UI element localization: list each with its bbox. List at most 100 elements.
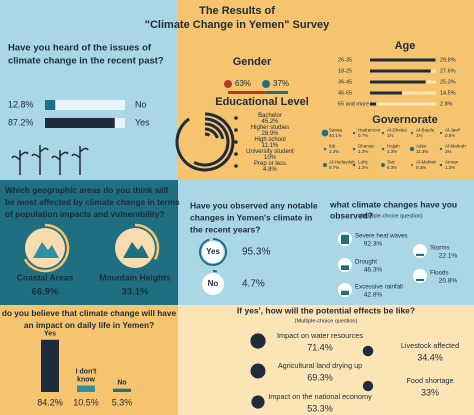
value-label: 20.8% bbox=[439, 278, 458, 285]
bar bbox=[370, 91, 402, 95]
bar bbox=[416, 278, 424, 281]
item-label: Sanaa bbox=[329, 128, 343, 133]
bar bbox=[77, 385, 95, 392]
value-label: 9.7% bbox=[329, 165, 339, 170]
effect-dot bbox=[362, 345, 374, 357]
bar-track bbox=[370, 91, 436, 95]
marker bbox=[439, 163, 443, 167]
value-label: 0.7% bbox=[358, 133, 368, 138]
value-label: 11.1% bbox=[262, 143, 279, 149]
bullet bbox=[234, 164, 238, 168]
question: changes in Yemen's climate in bbox=[190, 212, 312, 222]
value-label: 28.9% bbox=[261, 131, 279, 137]
item-label: Taiz bbox=[387, 160, 396, 165]
item-label: Severe heat waves bbox=[355, 233, 408, 240]
marker bbox=[381, 131, 385, 135]
gender-bar bbox=[265, 91, 288, 94]
gender-icon bbox=[262, 80, 270, 88]
answer-circle bbox=[202, 241, 224, 263]
bullet bbox=[234, 128, 238, 132]
panel-bg bbox=[178, 305, 474, 415]
question: of population impacts and vulnerability? bbox=[5, 209, 165, 219]
section-title: Gender bbox=[233, 56, 272, 68]
item-label: University student bbox=[246, 149, 294, 155]
bar-label: No bbox=[117, 380, 126, 387]
question: If yes', how will the potential effects … bbox=[237, 305, 415, 315]
item-label: Hajjah bbox=[387, 144, 400, 149]
value-label: 14.5% bbox=[440, 90, 456, 96]
mountain bbox=[123, 242, 149, 258]
answer-arc bbox=[212, 270, 218, 273]
item-label: Livestock affected bbox=[401, 341, 459, 350]
value-label: 1.3% bbox=[445, 165, 455, 170]
item-label: Prep or less bbox=[254, 161, 286, 167]
value-label: 53.3% bbox=[307, 403, 333, 413]
effect-dot bbox=[362, 380, 374, 392]
note: (Multiple-choice question) bbox=[295, 318, 358, 324]
value-label: 8.3% bbox=[387, 165, 397, 170]
value-label: 40.1% bbox=[329, 133, 342, 138]
item-label: Al-Jawf bbox=[445, 128, 461, 133]
marker bbox=[409, 146, 415, 152]
item-label: Agricultural land drying up bbox=[278, 361, 362, 370]
value-label: 1% bbox=[416, 133, 423, 138]
value-label: 1.3% bbox=[387, 149, 397, 154]
bar-label: know bbox=[77, 376, 95, 383]
bar-track bbox=[370, 102, 436, 106]
item-label: Amran bbox=[445, 160, 459, 165]
panel-bg bbox=[0, 305, 178, 415]
education-arc bbox=[204, 127, 219, 139]
education-arc bbox=[193, 117, 230, 167]
question: an impact on daily life in Yemen? bbox=[24, 320, 154, 330]
value-label: 1.3% bbox=[329, 149, 339, 154]
value-label: 0.6% bbox=[445, 133, 455, 138]
marker bbox=[323, 147, 327, 151]
bar bbox=[41, 339, 59, 392]
section-title: Age bbox=[395, 40, 416, 52]
item-label: Coastal Areas bbox=[17, 272, 74, 282]
question: Which geographic areas do you think will bbox=[5, 185, 168, 195]
marker bbox=[321, 129, 329, 137]
effect-dot bbox=[250, 333, 266, 349]
value-label: 34.4% bbox=[417, 352, 443, 362]
item-label: Dhamar bbox=[358, 144, 375, 149]
item-label: Bachelor bbox=[258, 113, 282, 119]
bar bbox=[45, 118, 115, 128]
marker bbox=[410, 131, 414, 135]
item-label: Yes bbox=[206, 247, 220, 256]
bar bbox=[113, 388, 131, 392]
item-label: Mountain Heights bbox=[99, 272, 171, 282]
value-label: 4.8% bbox=[263, 167, 277, 173]
bar bbox=[370, 102, 377, 106]
value-label: 95.3% bbox=[242, 247, 270, 258]
plant-decoration bbox=[11, 145, 89, 175]
marker bbox=[322, 162, 328, 168]
item-label: 18-25 bbox=[338, 68, 352, 74]
bar-label: No bbox=[135, 99, 147, 109]
value-label: 27.6% bbox=[440, 68, 456, 74]
bar-track bbox=[45, 100, 125, 110]
question: the recent years? bbox=[190, 224, 260, 234]
item-label: Impact on the national economy bbox=[268, 392, 372, 401]
marker bbox=[352, 147, 356, 151]
value-label: 42.8% bbox=[364, 292, 383, 299]
value-label: 4.7% bbox=[242, 279, 265, 290]
value-label: 92.3% bbox=[364, 241, 383, 248]
bar bbox=[341, 290, 349, 295]
item-label: High school bbox=[254, 137, 285, 143]
question: Have you heard of the issues of bbox=[8, 43, 152, 54]
question: what climate changes have you bbox=[329, 199, 457, 209]
note: (Multiple-choice question) bbox=[360, 213, 423, 219]
effect-dot bbox=[250, 363, 266, 379]
item-label: Storms bbox=[430, 245, 450, 252]
item-label: Al-Hudaydah bbox=[329, 160, 356, 165]
education-arc bbox=[175, 112, 235, 172]
answer-arc bbox=[199, 238, 227, 266]
value-label: 12.8% bbox=[8, 99, 34, 109]
item-label: Hadramout bbox=[358, 128, 381, 133]
area-arc bbox=[23, 223, 70, 273]
item-label: No bbox=[208, 279, 219, 288]
bar-label: I don't bbox=[76, 368, 97, 375]
question: climate change in the recent past? bbox=[8, 56, 164, 67]
